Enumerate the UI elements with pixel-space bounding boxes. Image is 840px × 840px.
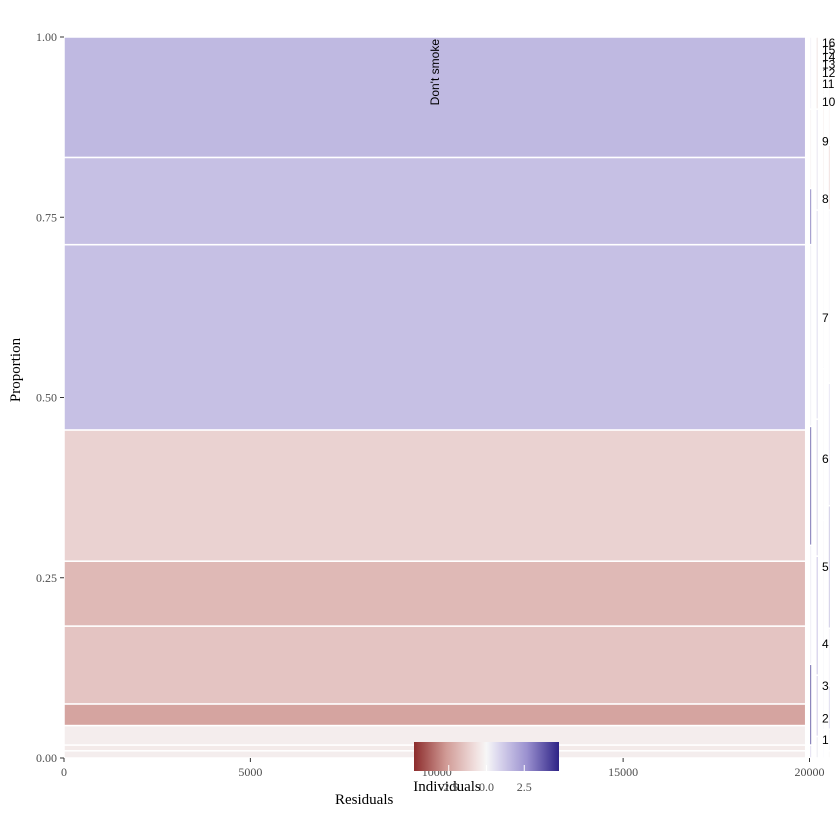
y-tick-label: 0.75 (36, 210, 57, 224)
right-edge-label: 11 (822, 77, 835, 91)
x-tick-label: 5000 (238, 765, 262, 779)
legend-tick-label: 0.0 (479, 780, 494, 794)
residuals-legend: Residuals -2.5 0.0 2.5 (335, 742, 559, 808)
mosaic-tile (808, 243, 813, 428)
right-edge-label: 10 (822, 95, 836, 109)
mosaic-tile (63, 625, 807, 705)
x-tick-label: 15000 (608, 765, 638, 779)
mosaic-tile (63, 156, 807, 246)
mosaic-tile (815, 108, 820, 211)
mosaic-tile (808, 36, 813, 110)
mosaic-tile (815, 735, 820, 759)
x-axis-title: Individuals (413, 779, 481, 795)
y-tick-label: 0.00 (36, 751, 57, 765)
right-edge-label: 8 (822, 192, 829, 206)
right-edge-label: 6 (822, 452, 829, 466)
mosaic-tile (808, 744, 813, 759)
mosaic-tiles (63, 36, 831, 759)
y-tick-label: 1.00 (36, 30, 57, 44)
mosaic-tile (63, 560, 807, 627)
right-edge-label: 2 (822, 711, 829, 725)
mosaic-tile (63, 429, 807, 562)
mosaic-tile (808, 544, 813, 666)
legend-tick-label: -2.5 (439, 780, 458, 794)
mosaic-tile (808, 425, 813, 547)
x-tick-label: 20000 (794, 765, 824, 779)
mosaic-tile (815, 209, 820, 420)
y-tick-label: 0.25 (36, 571, 57, 585)
y-tick-label: 0.50 (36, 391, 57, 405)
right-edge-label: 5 (822, 560, 829, 574)
legend-title: Residuals (335, 792, 393, 808)
mosaic-tile (815, 36, 820, 110)
legend-tick-label: 2.5 (517, 780, 532, 794)
right-edge-label: 12 (822, 66, 836, 80)
mosaic-tile (63, 36, 807, 159)
mosaic-tile (815, 674, 820, 738)
right-edge-label: 14 (822, 50, 836, 64)
mosaic-tile (821, 367, 825, 521)
mosaic-tile (827, 36, 831, 146)
mosaic-tile (63, 703, 807, 727)
mosaic-tile (815, 418, 820, 557)
mosaic-tile (821, 519, 825, 644)
column-label: Don't smoke (428, 39, 442, 106)
right-edge-label: 1 (822, 733, 829, 747)
column-labels: Don't smoke (428, 39, 442, 106)
right-edge-label: 4 (822, 637, 829, 651)
mosaic-tile (808, 108, 813, 190)
y-axis-title: Proportion (8, 337, 24, 402)
right-edge-label: 3 (822, 679, 829, 693)
mosaic-tile (821, 194, 825, 370)
right-edge-label: 16 (822, 36, 836, 50)
x-axis: 0 5000 10000 15000 20000 (61, 758, 824, 779)
mosaic-tile (63, 243, 807, 431)
right-edge-label: 9 (822, 135, 829, 149)
right-edge-label: 15 (822, 43, 836, 57)
mosaic-tile (808, 663, 813, 746)
mosaic-tile (827, 750, 831, 759)
mosaic-tile (827, 209, 831, 384)
y-axis: 0.00 0.25 0.50 0.75 1.00 (36, 30, 64, 765)
legend-ticks: -2.5 0.0 2.5 (439, 765, 532, 794)
right-edge-label: 13 (822, 57, 836, 71)
mosaic-tile (821, 36, 825, 96)
mosaic-tile (815, 555, 820, 676)
right-edge-label: 7 (822, 311, 829, 325)
x-tick-label: 0 (61, 765, 67, 779)
mosaic-tile (827, 382, 831, 507)
mosaic-tile (808, 187, 813, 246)
